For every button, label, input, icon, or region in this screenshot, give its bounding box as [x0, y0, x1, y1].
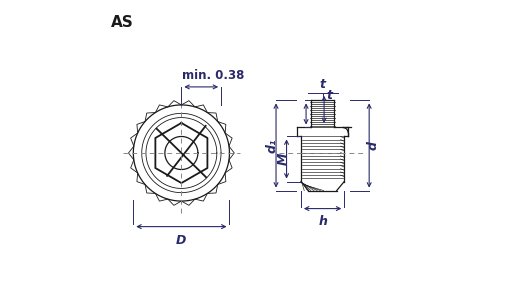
Text: d: d — [365, 141, 379, 150]
Text: D: D — [176, 234, 186, 248]
Text: t: t — [326, 88, 331, 102]
Text: min. 0.38: min. 0.38 — [182, 69, 244, 82]
Text: d₁: d₁ — [265, 138, 278, 153]
Text: M: M — [276, 153, 289, 165]
Text: AS: AS — [110, 15, 133, 30]
Text: t: t — [319, 78, 325, 91]
Text: h: h — [318, 215, 326, 228]
